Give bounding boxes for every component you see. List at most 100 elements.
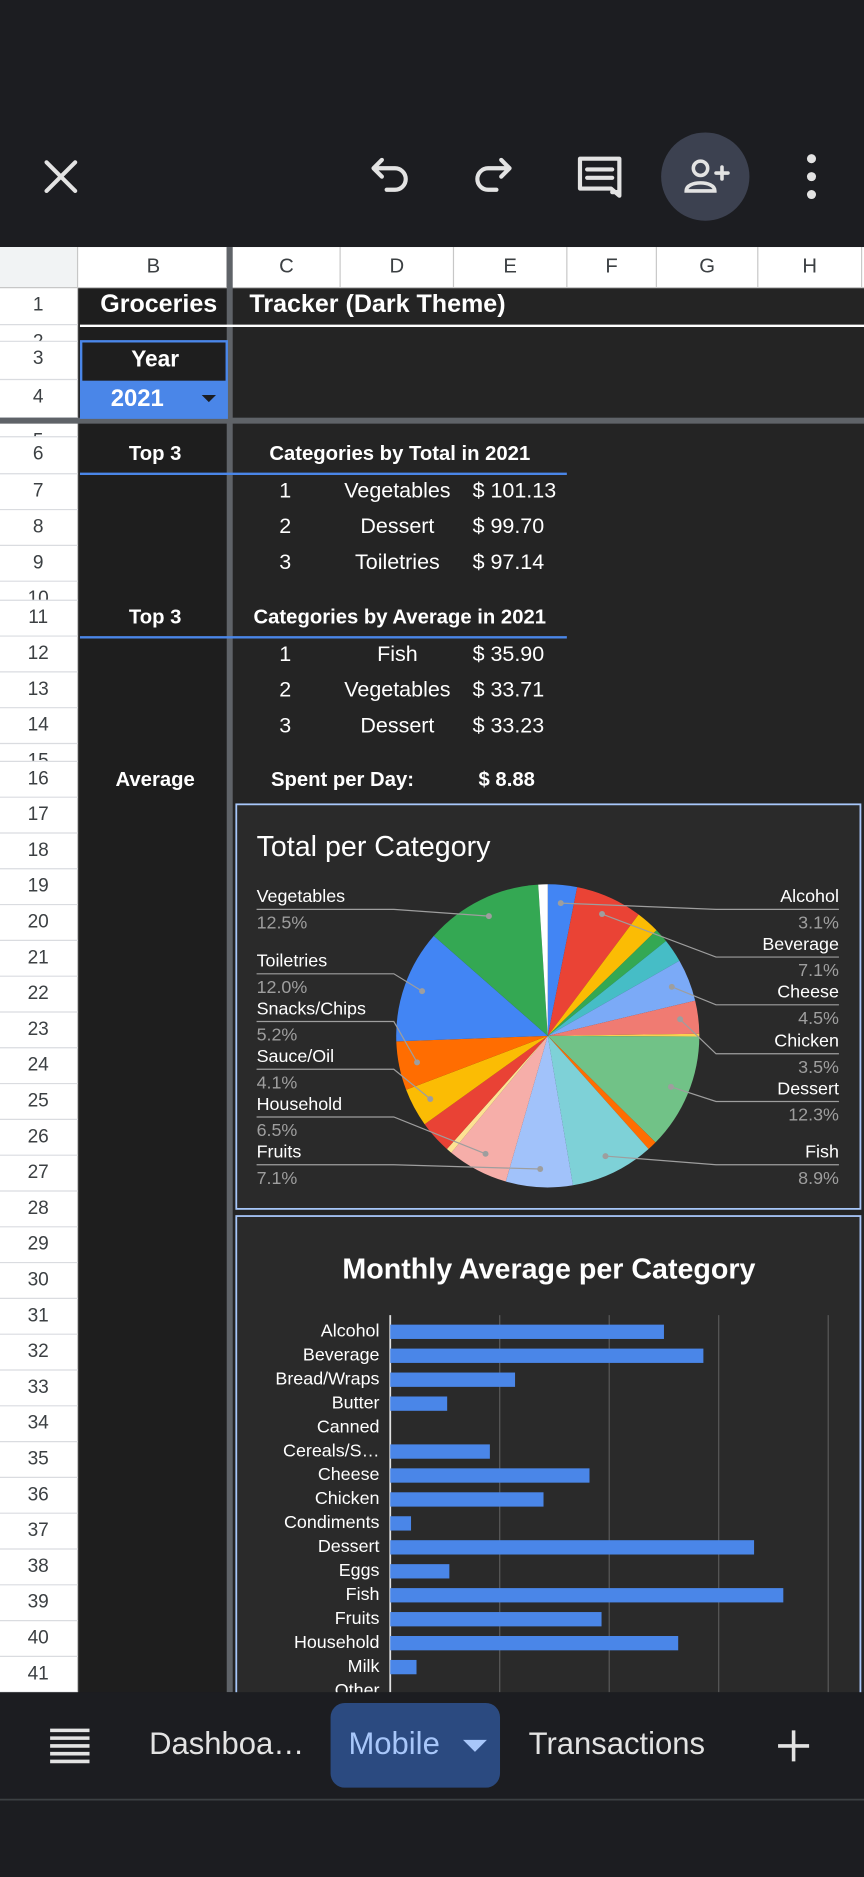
- row-number: 18: [28, 840, 49, 861]
- pie-slice: [424, 1035, 548, 1149]
- slice-label: Beverage: [762, 934, 839, 954]
- row-header: 23: [28, 1019, 49, 1040]
- slice-label: Cheese: [777, 982, 839, 1002]
- leader-dot: [602, 1153, 609, 1160]
- rank: 2: [279, 514, 291, 538]
- slice-value: 7.1%: [798, 960, 839, 980]
- leader-line: [679, 1018, 839, 1055]
- slice-label: Fruits: [257, 1142, 302, 1162]
- active-tab-background[interactable]: [330, 1702, 501, 1788]
- slice-label: Dessert: [777, 1078, 839, 1098]
- row-header: 2: [33, 332, 44, 342]
- average-value: $ 8.88: [479, 769, 535, 791]
- year-border: [79, 340, 228, 419]
- share-button[interactable]: [661, 132, 750, 221]
- table-label: Top 3: [129, 607, 182, 629]
- pie-slice: [547, 941, 680, 1036]
- undo-button[interactable]: [371, 157, 408, 192]
- column-header-row: [0, 247, 864, 288]
- row-number: 12: [28, 643, 49, 664]
- row-header: 4: [33, 386, 44, 407]
- row-number: 23: [28, 1019, 49, 1040]
- row-number: 35: [28, 1449, 49, 1470]
- add-sheet-button[interactable]: [778, 1730, 810, 1762]
- sheet-tab[interactable]: Transactions: [529, 1726, 705, 1761]
- row-number: 33: [28, 1377, 49, 1398]
- sheet-tab-active[interactable]: Mobile: [348, 1726, 439, 1761]
- amount: $ 33.71: [473, 678, 545, 702]
- bar-label: Dessert: [318, 1536, 380, 1556]
- row-number: 1: [33, 295, 44, 316]
- row-number: 19: [28, 876, 49, 897]
- row-number: 25: [28, 1091, 49, 1112]
- more-button[interactable]: [806, 154, 817, 200]
- leader-line: [605, 1155, 839, 1166]
- leader-dot: [482, 1150, 489, 1157]
- pie-slice: [505, 1035, 573, 1188]
- table-label: Top 3: [129, 443, 182, 465]
- row-number: 5: [33, 431, 44, 452]
- pie-slice: [396, 935, 548, 1042]
- leader-line: [256, 1116, 486, 1155]
- pie-slice: [406, 1035, 548, 1125]
- comment-button[interactable]: [577, 156, 622, 198]
- row-header: 24: [28, 1055, 50, 1076]
- bar-label: Bread/Wraps: [275, 1368, 379, 1388]
- sheet-tab[interactable]: Dashboa…: [149, 1726, 304, 1761]
- rank: 3: [279, 550, 291, 574]
- column-header: C: [279, 256, 294, 278]
- rank: 1: [279, 478, 291, 502]
- leader-dot: [668, 1083, 674, 1090]
- rank: 3: [279, 713, 291, 737]
- slice-label: Snacks/Chips: [257, 998, 366, 1018]
- bar: [390, 1468, 590, 1483]
- pie-slice: [538, 884, 548, 1036]
- leader-line: [601, 913, 839, 958]
- year-dropdown[interactable]: [201, 395, 216, 403]
- slice-value: 4.5%: [798, 1008, 839, 1028]
- close-button[interactable]: [44, 160, 78, 194]
- row-number: 36: [28, 1484, 49, 1505]
- bar: [390, 1636, 679, 1651]
- corner-cell: [0, 247, 78, 288]
- bar-label: Eggs: [339, 1560, 380, 1580]
- column-header: D: [389, 256, 404, 278]
- leader-line: [256, 1020, 418, 1063]
- row-number: 13: [28, 679, 49, 700]
- slice-label: Alcohol: [780, 886, 839, 906]
- row-header: 5: [33, 431, 44, 452]
- bar-label: Cereals/S…: [283, 1440, 379, 1460]
- row-header-column: [0, 247, 78, 1693]
- tab-dropdown[interactable]: [463, 1739, 487, 1752]
- row-number: 11: [28, 607, 48, 628]
- leader-line: [671, 986, 839, 1006]
- leader-line: [256, 1068, 431, 1100]
- row-header: 36: [28, 1484, 49, 1505]
- row-header: 41: [28, 1663, 49, 1684]
- sheets-menu-button[interactable]: [50, 1728, 90, 1764]
- category: Vegetables: [344, 678, 450, 702]
- redo-button[interactable]: [475, 157, 512, 192]
- bar: [390, 1516, 412, 1531]
- row-header: 13: [28, 679, 49, 700]
- bar: [390, 1588, 784, 1603]
- bar-label: Cheese: [318, 1464, 380, 1484]
- row-number: 34: [28, 1413, 50, 1434]
- bar: [390, 1492, 544, 1507]
- pie-slice: [547, 1000, 700, 1036]
- row-header: 14: [28, 715, 50, 736]
- row-header: 25: [28, 1091, 49, 1112]
- slice-value: 4.1%: [257, 1072, 298, 1092]
- pie-slice: [547, 1035, 649, 1186]
- top-bar: [0, 0, 864, 248]
- table-heading: Categories by Average in 2021: [254, 607, 547, 629]
- bar: [390, 1564, 450, 1579]
- slice-label: Toiletries: [257, 951, 328, 971]
- pie-slice: [547, 1033, 700, 1037]
- bar: [390, 1348, 704, 1363]
- pie-slice: [547, 884, 578, 1036]
- row-number: 20: [28, 912, 49, 933]
- slice-value: 5.2%: [257, 1025, 298, 1045]
- bottom-bar: Dashboa… Mobile Transactions: [0, 1692, 864, 1872]
